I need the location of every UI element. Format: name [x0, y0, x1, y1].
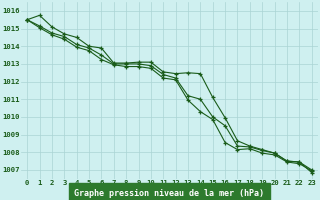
X-axis label: Graphe pression niveau de la mer (hPa): Graphe pression niveau de la mer (hPa)	[75, 189, 264, 198]
